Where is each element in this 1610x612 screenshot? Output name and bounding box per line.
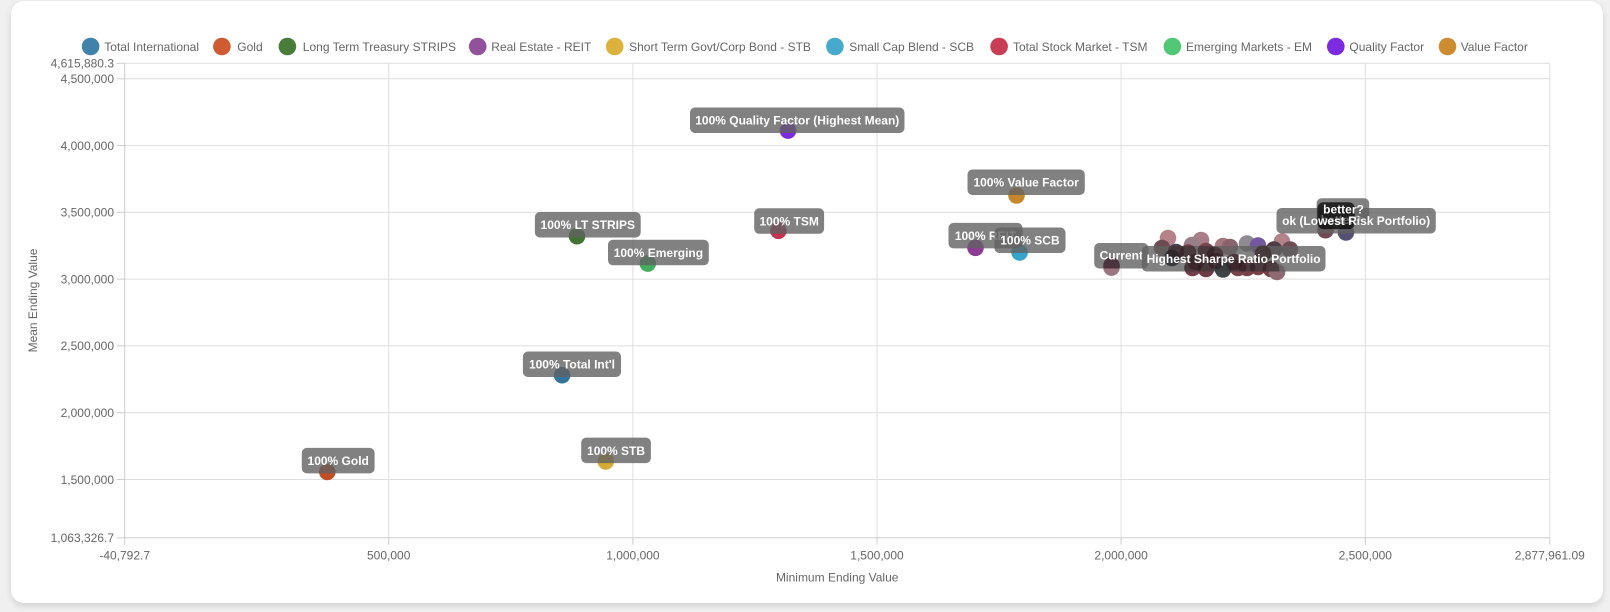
svg-text:Emerging Markets - EM: Emerging Markets - EM: [1186, 40, 1312, 54]
svg-text:100% TSM: 100% TSM: [759, 214, 818, 228]
svg-text:2,500,000: 2,500,000: [1339, 548, 1393, 562]
svg-text:100% SCB: 100% SCB: [1000, 234, 1060, 248]
svg-text:Long Term Treasury STRIPS: Long Term Treasury STRIPS: [303, 40, 456, 54]
svg-text:better?: better?: [1321, 213, 1362, 227]
svg-text:100% Gold: 100% Gold: [308, 454, 369, 468]
svg-text:3,500,000: 3,500,000: [61, 206, 115, 220]
svg-text:2,000,000: 2,000,000: [61, 406, 115, 420]
svg-text:Total Stock Market - TSM: Total Stock Market - TSM: [1013, 40, 1147, 54]
svg-text:4,615,880.3: 4,615,880.3: [51, 57, 115, 71]
svg-text:100% Quality Factor (Highest M: 100% Quality Factor (Highest Mean): [695, 114, 899, 128]
svg-text:2,000,000: 2,000,000: [1094, 548, 1148, 562]
svg-text:1,063,326.7: 1,063,326.7: [51, 531, 115, 545]
svg-text:Total International: Total International: [104, 40, 199, 54]
svg-text:Real Estate - REIT: Real Estate - REIT: [491, 40, 592, 54]
svg-text:100% Total Int'l: 100% Total Int'l: [529, 358, 615, 372]
svg-text:Highest Sharpe Ratio Portfolio: Highest Sharpe Ratio Portfolio: [1147, 252, 1321, 266]
svg-text:100% Value Factor: 100% Value Factor: [973, 176, 1079, 190]
svg-text:100% LT STRIPS: 100% LT STRIPS: [541, 218, 635, 232]
svg-text:2,877,961.09: 2,877,961.09: [1515, 548, 1585, 562]
svg-text:4,000,000: 4,000,000: [61, 139, 115, 153]
svg-text:2,500,000: 2,500,000: [61, 339, 115, 353]
svg-text:Small Cap Blend - SCB: Small Cap Blend - SCB: [849, 40, 974, 54]
svg-text:500,000: 500,000: [367, 548, 411, 562]
svg-text:Quality Factor: Quality Factor: [1349, 40, 1424, 54]
svg-text:Short Term Govt/Corp Bond - ST: Short Term Govt/Corp Bond - STB: [629, 40, 811, 54]
svg-text:better?: better?: [1323, 202, 1364, 216]
svg-text:-40,792.7: -40,792.7: [99, 548, 150, 562]
svg-text:Current: Current: [1100, 248, 1143, 262]
svg-text:Mean Ending Value: Mean Ending Value: [26, 248, 40, 352]
svg-text:1,500,000: 1,500,000: [850, 548, 904, 562]
svg-text:100% STB: 100% STB: [587, 444, 645, 458]
svg-text:100% Emerging: 100% Emerging: [614, 246, 703, 260]
svg-text:4,500,000: 4,500,000: [61, 72, 115, 86]
svg-text:3,000,000: 3,000,000: [61, 272, 115, 286]
svg-text:Minimum Ending Value: Minimum Ending Value: [776, 571, 899, 585]
svg-text:Gold: Gold: [237, 40, 262, 54]
svg-text:1,500,000: 1,500,000: [61, 473, 115, 487]
svg-text:1,000,000: 1,000,000: [606, 548, 660, 562]
svg-text:Value Factor: Value Factor: [1461, 40, 1528, 54]
svg-text:ok (Lowest Risk Portfolio): ok (Lowest Risk Portfolio): [1282, 214, 1430, 228]
